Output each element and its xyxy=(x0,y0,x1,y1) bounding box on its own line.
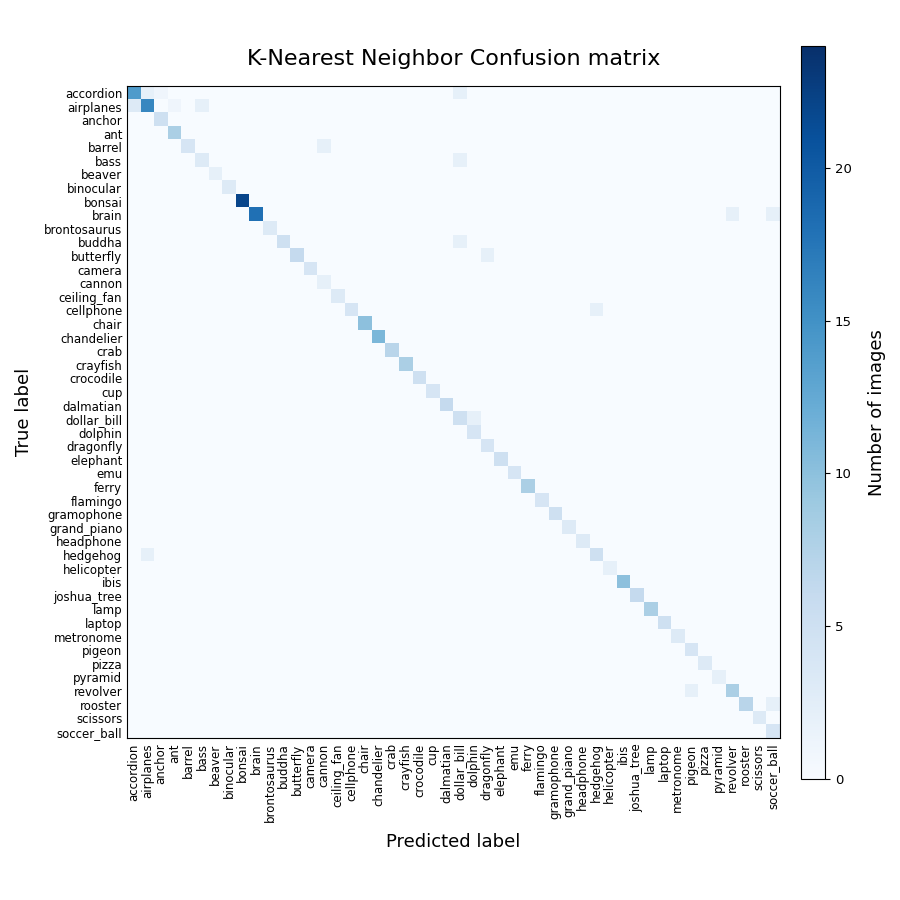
X-axis label: Predicted label: Predicted label xyxy=(386,832,520,850)
Y-axis label: Number of images: Number of images xyxy=(868,328,886,496)
Y-axis label: True label: True label xyxy=(15,368,33,456)
Title: K-Nearest Neighbor Confusion matrix: K-Nearest Neighbor Confusion matrix xyxy=(247,50,660,69)
